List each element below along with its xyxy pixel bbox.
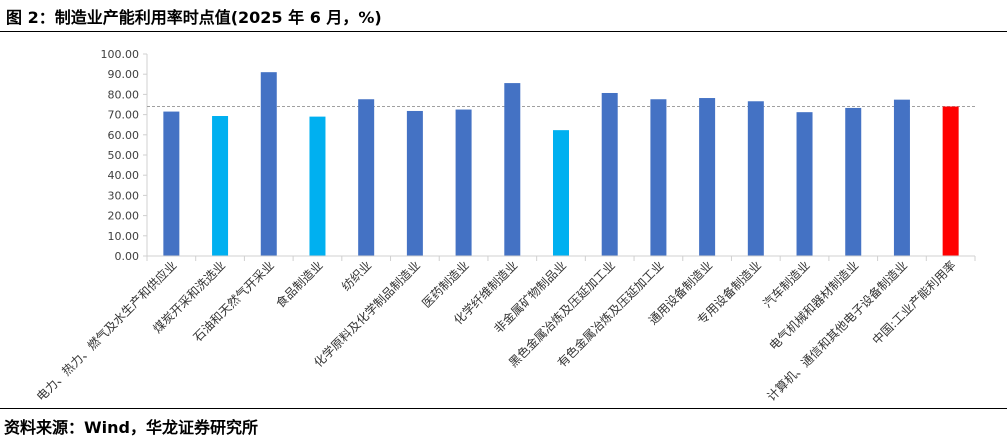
x-tick-label: 医药制造业 [419, 258, 471, 310]
bar [747, 101, 764, 256]
x-tick-label: 电气机械和器材制造业 [766, 258, 861, 353]
bar [601, 92, 618, 257]
bar [845, 107, 862, 257]
x-tick-label: 汽车制造业 [760, 258, 813, 311]
y-tick-label: 10.00 [108, 230, 140, 243]
x-tick-label: 中国:工业产能利用率 [869, 258, 959, 348]
bar [942, 106, 959, 257]
x-axis [146, 255, 976, 261]
y-tick-label: 90.00 [108, 68, 140, 81]
y-tick-label: 50.00 [108, 149, 140, 162]
y-tick-label: 30.00 [108, 189, 140, 202]
y-tick-label: 0.00 [115, 250, 140, 263]
bars-group [163, 72, 959, 257]
bar [504, 83, 521, 256]
bar [163, 111, 180, 256]
y-tick-label: 60.00 [108, 129, 140, 142]
x-tick-label: 纺织业 [339, 258, 374, 293]
bar [212, 116, 229, 256]
bar [553, 130, 569, 256]
bar [309, 116, 326, 257]
bar-chart: 0.00 10.00 20.00 30.00 40.00 50.00 60.00 70.00 8… [33, 48, 976, 404]
title-underline [0, 31, 1007, 32]
y-tick-label: 80.00 [108, 88, 140, 101]
bar [358, 99, 375, 256]
x-tick-label: 食品制造业 [273, 258, 326, 311]
source-note: 资料来源：Wind，华龙证券研究所 [4, 418, 258, 437]
x-tick-label: 石油和天然气开采业 [190, 258, 277, 345]
bar [260, 72, 277, 257]
bar [455, 109, 472, 256]
bar [650, 99, 667, 256]
bar [406, 110, 423, 257]
y-tick-label: 40.00 [108, 169, 140, 182]
y-tick-label: 100.00 [101, 48, 140, 61]
bar [893, 99, 910, 256]
bar [699, 98, 716, 256]
y-tick-label: 20.00 [108, 210, 140, 223]
bar [796, 112, 813, 257]
y-axis: 0.00 10.00 20.00 30.00 40.00 50.00 60.00 70.00 8… [101, 48, 148, 263]
source-rule [0, 408, 1007, 409]
figure-title: 图 2：制造业产能利用率时点值(2025 年 6 月，%) [6, 8, 382, 27]
y-tick-label: 70.00 [108, 109, 140, 122]
